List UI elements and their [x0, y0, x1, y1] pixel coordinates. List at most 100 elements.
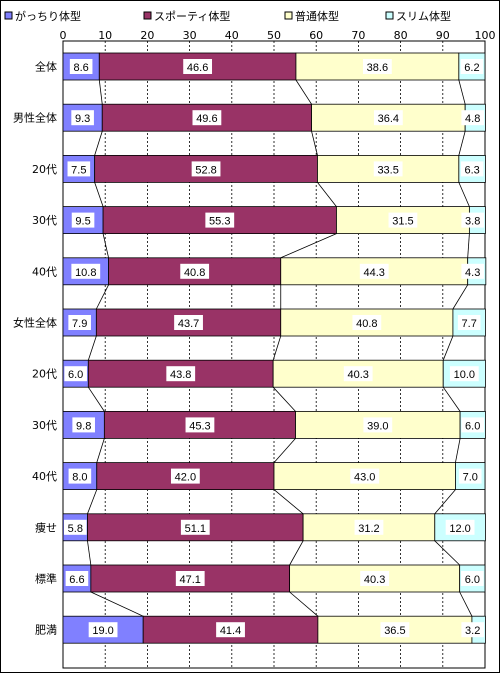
data-label: 49.6	[196, 113, 217, 125]
data-label: 40.3	[364, 574, 385, 586]
data-label-bg	[354, 519, 384, 535]
data-label: 51.1	[185, 523, 206, 535]
series-connector-line	[87, 540, 92, 566]
series-connector-line	[98, 79, 103, 105]
series-connector-line	[467, 233, 470, 258]
series-connector-line	[87, 386, 105, 412]
series-connector-line	[273, 489, 304, 515]
data-label-bg	[362, 59, 392, 74]
data-label: 6.0	[465, 420, 480, 432]
series-connector-line	[434, 489, 456, 515]
data-label-bg	[460, 59, 484, 74]
category-label: 全体	[35, 60, 57, 74]
data-label-bg	[449, 366, 479, 382]
series-connector-line	[102, 233, 109, 258]
data-label: 4.3	[465, 267, 480, 279]
data-label-bg	[65, 571, 89, 586]
data-label-bg	[343, 366, 373, 382]
data-label: 40.8	[356, 318, 377, 330]
data-label-bg	[458, 468, 482, 484]
category-label: 肥満	[35, 624, 57, 637]
data-label: 47.1	[180, 574, 201, 586]
data-label: 33.5	[377, 164, 398, 176]
data-label: 40.3	[347, 369, 368, 381]
category-label: 女性全体	[13, 316, 57, 330]
x-tick-label: 30	[183, 29, 197, 42]
data-label-bg	[64, 519, 87, 535]
data-label: 39.0	[367, 420, 388, 432]
data-label-bg	[373, 161, 403, 177]
legend-swatch	[143, 11, 152, 20]
data-label-bg	[363, 417, 393, 433]
data-label-bg	[175, 571, 205, 586]
data-label: 6.0	[68, 369, 83, 381]
series-connector-line	[289, 540, 304, 566]
series-connector-line	[90, 591, 144, 617]
data-label-bg	[461, 571, 484, 586]
series-connector-line	[94, 182, 104, 207]
category-label: 20代	[32, 368, 57, 381]
data-label: 36.4	[378, 113, 399, 125]
series-connector-line	[87, 335, 97, 361]
data-label-bg	[67, 161, 91, 177]
data-label: 8.6	[73, 62, 88, 74]
series-connector-line	[273, 438, 296, 463]
data-label-bg	[71, 263, 101, 279]
legend-swatch	[385, 11, 394, 20]
data-label: 10.8	[75, 267, 96, 279]
series-connector-line	[317, 182, 337, 207]
data-label: 43.8	[170, 369, 191, 381]
series-connector-line	[96, 438, 105, 463]
data-label: 44.3	[364, 267, 385, 279]
data-label-bg	[360, 571, 390, 586]
data-label-bg	[359, 263, 389, 279]
data-label-bg	[461, 263, 484, 279]
data-label-bg	[71, 110, 94, 126]
data-label: 9.3	[75, 113, 90, 125]
data-label-bg	[461, 110, 484, 126]
series-connector-line	[95, 284, 109, 310]
legend-label: 普通体型	[295, 9, 339, 23]
data-label-bg	[72, 417, 95, 433]
data-label-bg	[180, 263, 210, 279]
data-label-bg	[350, 468, 380, 484]
data-label: 40.8	[184, 267, 205, 279]
data-label-bg	[166, 366, 196, 382]
legend-label: スリム体型	[396, 9, 451, 23]
series-connector-line	[272, 335, 282, 361]
data-label: 8.0	[72, 472, 87, 484]
data-label: 12.0	[449, 523, 470, 535]
series-connector-line	[459, 591, 473, 617]
series-connector-line	[458, 79, 466, 105]
data-label-bg	[216, 622, 245, 638]
x-tick-label: 20	[140, 29, 154, 42]
data-label-bg	[461, 417, 484, 433]
data-label: 46.6	[187, 62, 208, 74]
data-label-bg	[64, 366, 87, 382]
data-label: 5.8	[68, 523, 83, 535]
legend-label: がっちり体型	[15, 9, 81, 23]
data-label-bg	[174, 315, 203, 330]
series-connector-line	[87, 489, 98, 514]
data-label: 41.4	[220, 625, 241, 637]
data-label: 10.0	[454, 369, 475, 381]
data-label: 6.2	[464, 62, 479, 74]
x-tick-label: 0	[60, 29, 67, 42]
series-connector-line	[434, 540, 460, 566]
category-label: 30代	[32, 214, 57, 227]
data-label: 6.6	[69, 574, 84, 586]
series-connector-line	[442, 386, 461, 412]
data-label-bg	[457, 315, 481, 330]
data-label: 38.6	[367, 62, 388, 74]
data-label-bg	[183, 59, 213, 74]
data-label: 42.0	[175, 472, 196, 484]
data-label: 9.8	[76, 420, 91, 432]
data-label: 31.2	[358, 523, 379, 535]
data-label-bg	[373, 110, 403, 126]
category-label: 痩せ	[35, 520, 57, 534]
data-label: 4.8	[465, 113, 480, 125]
data-label-bg	[191, 161, 221, 177]
series-connector-line	[452, 284, 469, 310]
data-label: 3.2	[465, 625, 480, 637]
